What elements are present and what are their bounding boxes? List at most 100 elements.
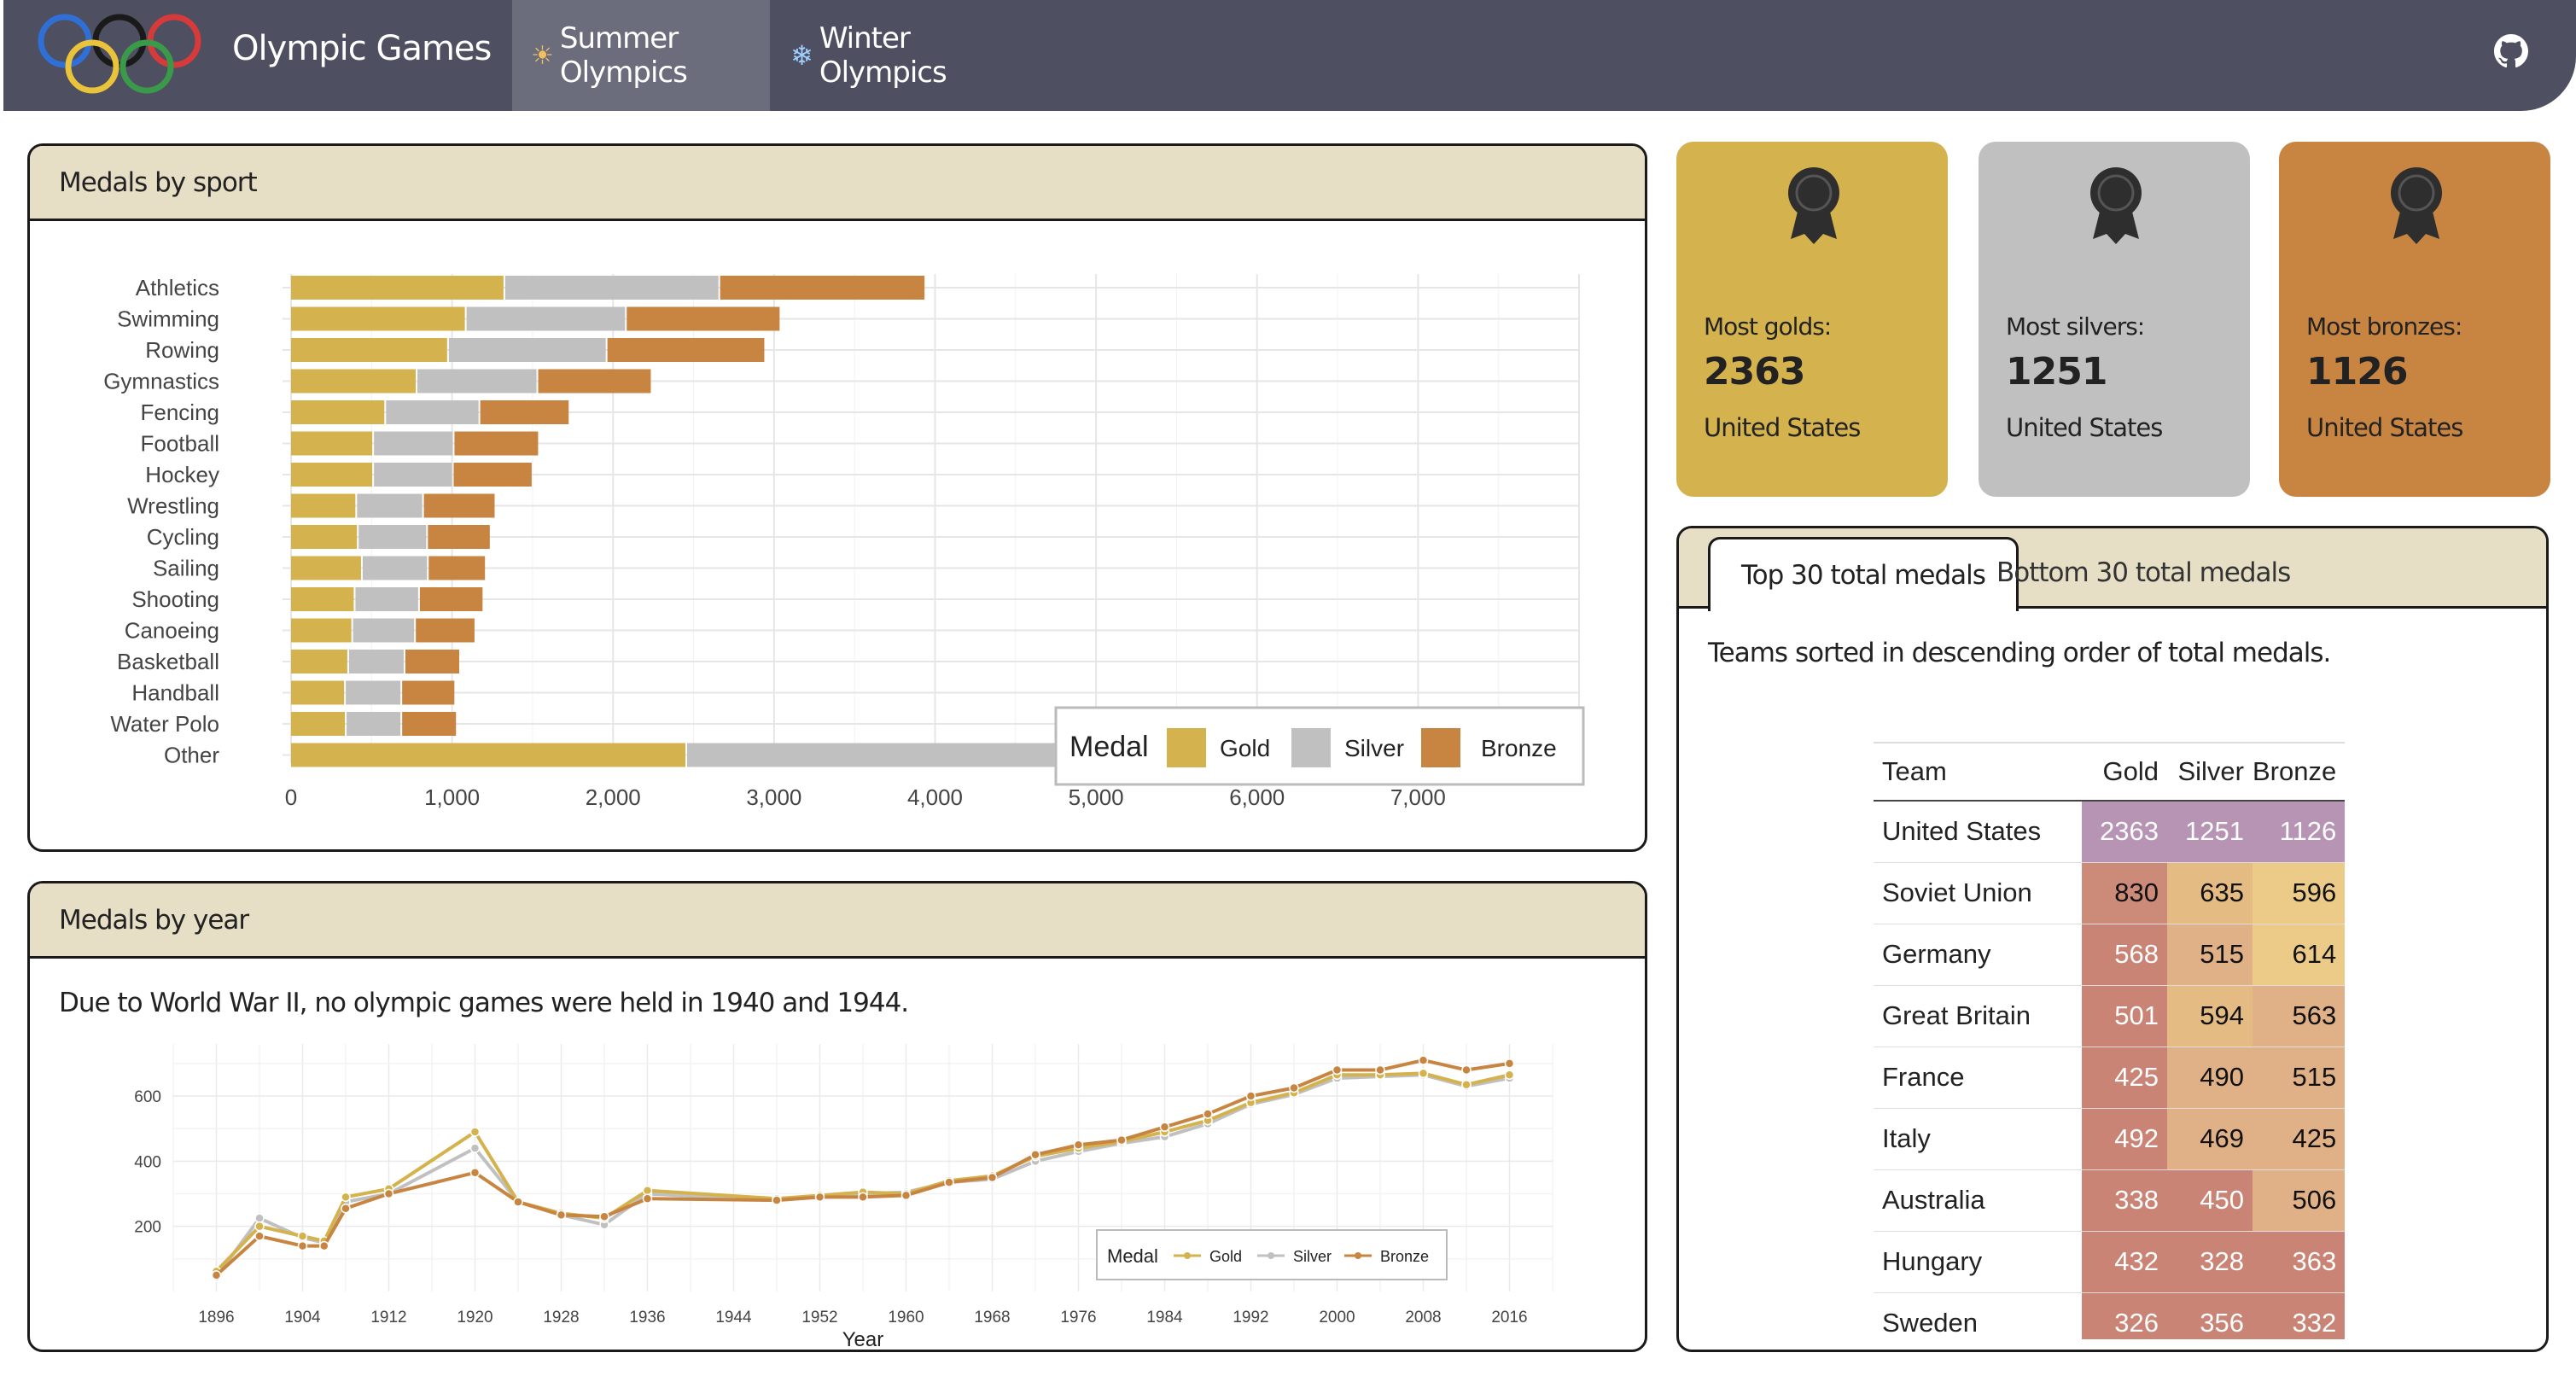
olympic-rings-logo[interactable] (36, 12, 205, 94)
gold-cell: 2363 (2082, 801, 2167, 863)
column-header-bronze[interactable]: Bronze (2253, 742, 2346, 802)
silver-cell: 490 (2167, 1047, 2253, 1109)
bronze-cell: 596 (2253, 862, 2346, 924)
bar-bronze-football (454, 431, 539, 456)
github-icon[interactable] (2494, 34, 2528, 68)
table-row: United States 2363 1251 1126 (1874, 801, 2346, 863)
column-header-gold[interactable]: Gold (2082, 742, 2167, 802)
y-tick-label: Wrestling (127, 493, 219, 519)
navbar: Olympic Games ☀ Summer Olympics ❄ Winter… (3, 0, 2576, 111)
point-bronze (319, 1240, 329, 1251)
y-tick-label: 400 (134, 1153, 161, 1171)
point-gold (469, 1127, 481, 1137)
point-gold (341, 1192, 351, 1203)
point-bronze (858, 1192, 868, 1203)
bar-silver-gymnastics (417, 369, 537, 394)
gold-cell: 326 (2082, 1292, 2167, 1339)
legend-label-bronze: Bronze (1481, 735, 1557, 761)
point-bronze (1073, 1140, 1084, 1151)
tab-bottom-30[interactable]: Bottom 30 total medals (1996, 557, 2291, 588)
silver-cell: 1251 (2167, 801, 2253, 863)
bar-bronze-swimming (627, 306, 780, 331)
bar-gold-wrestling (291, 493, 356, 518)
medal-icon (2391, 167, 2442, 244)
legend-swatch-silver (1291, 728, 1331, 767)
bar-gold-athletics (291, 276, 504, 300)
legend-swatch-bronze (1421, 728, 1460, 767)
bronze-cell: 332 (2253, 1292, 2346, 1339)
bar-silver-swimming (466, 306, 626, 331)
bar-silver-canoeing (353, 618, 415, 643)
silver-cell: 515 (2167, 924, 2253, 986)
y-tick-label: Basketball (117, 649, 219, 674)
bar-silver-basketball (348, 650, 404, 673)
tab-top-30[interactable]: Top 30 total medals (1708, 537, 2019, 611)
x-tick-label: 4,000 (907, 784, 963, 810)
value-box-bronze: Most bronzes: 1126 United States (2279, 142, 2550, 497)
legend-point-gold (1184, 1252, 1191, 1259)
team-cell: Great Britain (1874, 985, 2082, 1047)
y-tick-label: Canoeing (125, 618, 219, 644)
team-cell: Italy (1874, 1108, 2082, 1170)
medals-by-sport-chart: Athletics Swimming Rowing Gymnastics Fencing… (103, 274, 1585, 810)
medals-table-scroll[interactable]: Team Gold Silver Bronze United States 23… (1874, 742, 2357, 1339)
column-header-team[interactable]: Team (1874, 742, 2082, 802)
bar-silver-other (687, 743, 1082, 767)
y-tick-label: Hockey (145, 462, 219, 487)
bar-gold-shooting (291, 587, 354, 611)
x-tick-label: 1936 (629, 1309, 665, 1326)
tab-winter-olympics[interactable]: ❄ Winter Olympics (772, 0, 1019, 111)
point-bronze (772, 1195, 782, 1205)
y-tick-label: Athletics (136, 275, 219, 300)
x-tick-label: 1984 (1146, 1309, 1183, 1326)
table-header-row: Team Gold Silver Bronze (1874, 742, 2346, 802)
bar-bronze-gymnastics (538, 369, 651, 394)
table-row: Australia 338 450 506 (1874, 1169, 2346, 1232)
point-bronze (1289, 1082, 1299, 1093)
x-tick-label: 0 (285, 784, 297, 810)
legend-title: Medal (1107, 1245, 1158, 1267)
point-bronze (900, 1190, 912, 1201)
y-tick-label: Gymnastics (103, 369, 219, 394)
silver-cell: 328 (2167, 1231, 2253, 1293)
column-header-silver[interactable]: Silver (2167, 742, 2253, 802)
bar-bronze-shooting (419, 587, 483, 611)
point-gold (254, 1221, 265, 1232)
bar-bronze-water-polo (402, 712, 457, 736)
silver-cell: 635 (2167, 862, 2253, 924)
bar-bronze-athletics (720, 276, 925, 300)
point-silver (254, 1213, 265, 1223)
team-cell: United States (1874, 801, 2082, 863)
bronze-cell: 1126 (2253, 801, 2346, 863)
x-tick-label: 2016 (1491, 1309, 1527, 1326)
bar-bronze-handball (402, 680, 455, 705)
x-tick-label: 1928 (543, 1309, 579, 1326)
x-tick-label: 6,000 (1229, 784, 1285, 810)
tab-summer-olympics[interactable]: ☀ Summer Olympics (512, 0, 770, 111)
card-title: Medals by year (30, 883, 1645, 959)
team-cell: Hungary (1874, 1231, 2082, 1293)
bronze-cell: 563 (2253, 985, 2346, 1047)
medal-icon (1788, 167, 1839, 244)
brand-title[interactable]: Olympic Games (232, 29, 492, 68)
legend-point-bronze (1355, 1252, 1361, 1259)
silver-cell: 594 (2167, 985, 2253, 1047)
bar-gold-football (291, 431, 373, 456)
point-silver (469, 1143, 481, 1153)
bar-silver-sailing (362, 556, 428, 580)
medals-by-year-card: Medals by year Due to World War II, no o… (27, 881, 1647, 1352)
gold-cell: 830 (2082, 862, 2167, 924)
x-axis-label: Year (842, 1328, 884, 1351)
point-bronze (297, 1240, 308, 1251)
bar-gold-canoeing (291, 618, 352, 643)
x-tick-label: 1912 (370, 1309, 406, 1326)
x-tick-label: 1944 (715, 1309, 752, 1326)
x-tick-label: 2,000 (586, 784, 641, 810)
team-cell: Soviet Union (1874, 862, 2082, 924)
medals-by-year-chart: 200 400 600 1896 1904 1912 1920 1928 1936 1944 195… (134, 1044, 1553, 1351)
snowflake-icon: ❄ (790, 39, 813, 72)
y-tick-label: Fencing (141, 399, 220, 425)
x-tick-label: 1960 (888, 1309, 924, 1326)
value-box-team: United States (1704, 413, 1861, 442)
bar-gold-other (291, 743, 686, 767)
